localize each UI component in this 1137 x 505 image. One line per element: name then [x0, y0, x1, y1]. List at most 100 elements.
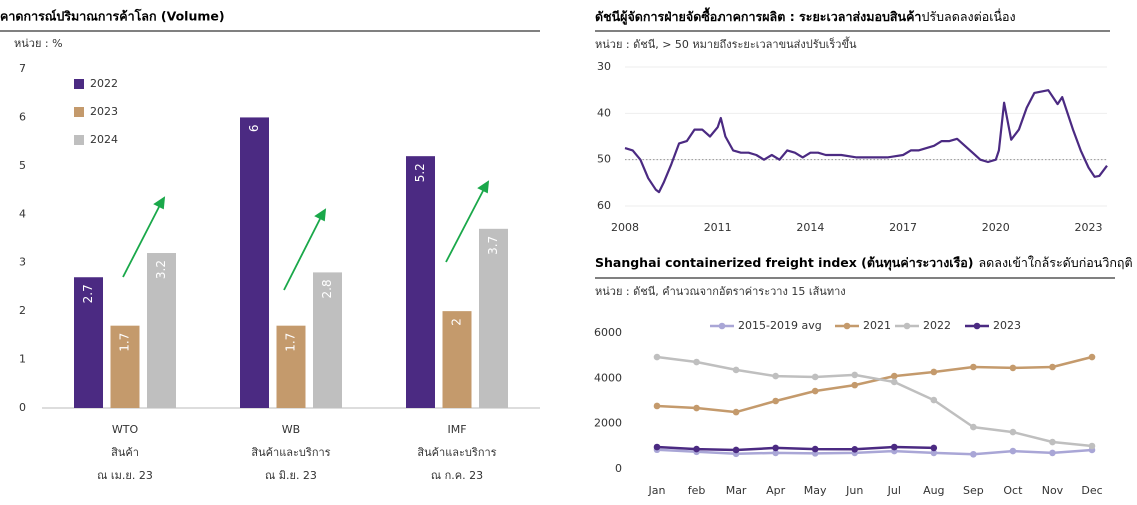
point-marker	[772, 397, 779, 405]
data-label: 3.7	[486, 236, 500, 255]
point-marker	[1049, 449, 1056, 457]
x-tick-label: Aug	[923, 484, 944, 497]
legend-label: 2024	[90, 133, 118, 146]
chart-subtitle: หน่วย : ดัชนี, > 50 หมายถึงระยะเวลาขนส่ง…	[595, 36, 857, 51]
point-marker	[732, 408, 740, 416]
legend-label: 2023	[90, 105, 118, 118]
point-marker	[1009, 364, 1017, 372]
x-tick-label: 2023	[1074, 221, 1102, 234]
y-tick-label: 30	[597, 60, 611, 73]
point-marker	[811, 373, 819, 381]
x-tick-label: 2017	[889, 221, 917, 234]
x-tick-label: ณ เม.ย. 23	[97, 469, 153, 482]
x-tick-label: 2014	[796, 221, 824, 234]
arrow	[445, 188, 485, 263]
x-tick-label: WTO	[112, 423, 139, 436]
point-marker	[890, 378, 898, 386]
point-marker	[653, 353, 661, 361]
data-label: 2.8	[320, 279, 334, 298]
bar	[74, 277, 103, 408]
point-marker	[930, 396, 938, 404]
point-marker	[653, 402, 661, 410]
y-tick-label: 5	[19, 159, 26, 172]
y-tick-label: 40	[597, 106, 611, 119]
point-marker	[890, 372, 898, 380]
point-marker	[930, 449, 938, 457]
point-marker	[970, 363, 977, 371]
bar	[110, 325, 140, 408]
arrow-head	[314, 208, 327, 222]
x-tick-label: IMF	[447, 423, 466, 436]
arrow	[283, 216, 322, 291]
title-bold: Shanghai containerized freight index (ต้…	[595, 255, 974, 271]
point-marker	[772, 444, 779, 452]
point-marker	[851, 445, 859, 453]
x-tick-label: Nov	[1042, 484, 1064, 497]
line-series	[656, 355, 1093, 448]
x-tick-label: Oct	[1003, 484, 1023, 497]
chart-title: Shanghai containerized freight index (ต้…	[595, 255, 1133, 271]
x-tick-label: Sep	[963, 484, 984, 497]
legend-swatch	[74, 107, 84, 117]
bar	[442, 311, 472, 408]
y-tick-label: 2000	[594, 417, 622, 430]
chart-title: คาดการณ์ปริมาณการค้าโลก (Volume)	[0, 9, 225, 24]
x-tick-label: สินค้า	[111, 446, 139, 459]
y-tick-label: 1	[19, 353, 26, 366]
x-tick-label: 2011	[704, 221, 732, 234]
x-tick-label: Jan	[648, 484, 666, 497]
y-tick-label: 0	[615, 462, 622, 475]
line-series	[656, 448, 1093, 456]
x-tick-label: Jul	[887, 484, 901, 497]
chart-subtitle: หน่วย : ดัชนี, คำนวณจากอัตราค่าระวาง 15 …	[595, 285, 846, 298]
y-tick-label: 2	[19, 304, 26, 317]
title-rest: ลดลงเข้าใกล้ระดับก่อนวิกฤติ	[979, 255, 1133, 270]
x-tick-label: feb	[688, 484, 706, 497]
point-marker	[970, 423, 977, 431]
y-tick-label: 50	[597, 153, 611, 166]
point-marker	[693, 358, 700, 366]
x-tick-label: สินค้าและบริการ	[251, 446, 331, 459]
point-marker	[930, 444, 938, 452]
point-marker	[732, 446, 740, 454]
y-tick-label: 6	[19, 110, 26, 123]
arrow-head	[153, 196, 166, 210]
bar	[479, 228, 508, 408]
data-label: 5.2	[413, 163, 427, 182]
point-marker	[890, 443, 898, 451]
data-label: 2.7	[81, 284, 95, 303]
legend-swatch	[74, 135, 84, 145]
data-label: 2	[450, 318, 464, 326]
trend-arrows	[122, 180, 490, 291]
bar	[406, 156, 435, 408]
data-label: 1.7	[118, 333, 132, 352]
x-tick-label: May	[804, 484, 827, 497]
point-marker	[772, 372, 779, 380]
chart-subtitle: หน่วย : %	[14, 37, 63, 50]
point-marker	[1088, 353, 1096, 361]
point-marker	[851, 381, 859, 389]
bar	[313, 272, 342, 408]
legend-label: 2022	[90, 77, 118, 90]
y-tick-label: 60	[597, 199, 611, 212]
bar	[276, 325, 306, 408]
y-tick-label: 0	[19, 401, 26, 414]
point-marker	[1049, 363, 1056, 371]
point-marker	[693, 404, 700, 412]
point-marker	[1088, 442, 1096, 450]
x-tick-label: 2008	[611, 221, 639, 234]
bar	[240, 117, 269, 408]
y-tick-label: 4	[19, 207, 26, 220]
point-marker	[930, 368, 938, 376]
y-tick-label: 3	[19, 256, 26, 269]
data-label: 6	[247, 124, 261, 132]
legend-marker	[903, 322, 911, 330]
point-marker	[811, 445, 819, 453]
y-tick-label: 6000	[594, 326, 622, 339]
point-marker	[851, 371, 859, 379]
point-marker	[653, 443, 661, 451]
title-bold: ดัชนีผู้จัดการฝ่ายจัดซื้อภาคการผลิต : ระ…	[595, 7, 921, 25]
x-tick-label: Jun	[845, 484, 863, 497]
legend-label: 2021	[863, 319, 891, 332]
title-rest: ปรับลดลงต่อเนื่อง	[921, 8, 1015, 24]
